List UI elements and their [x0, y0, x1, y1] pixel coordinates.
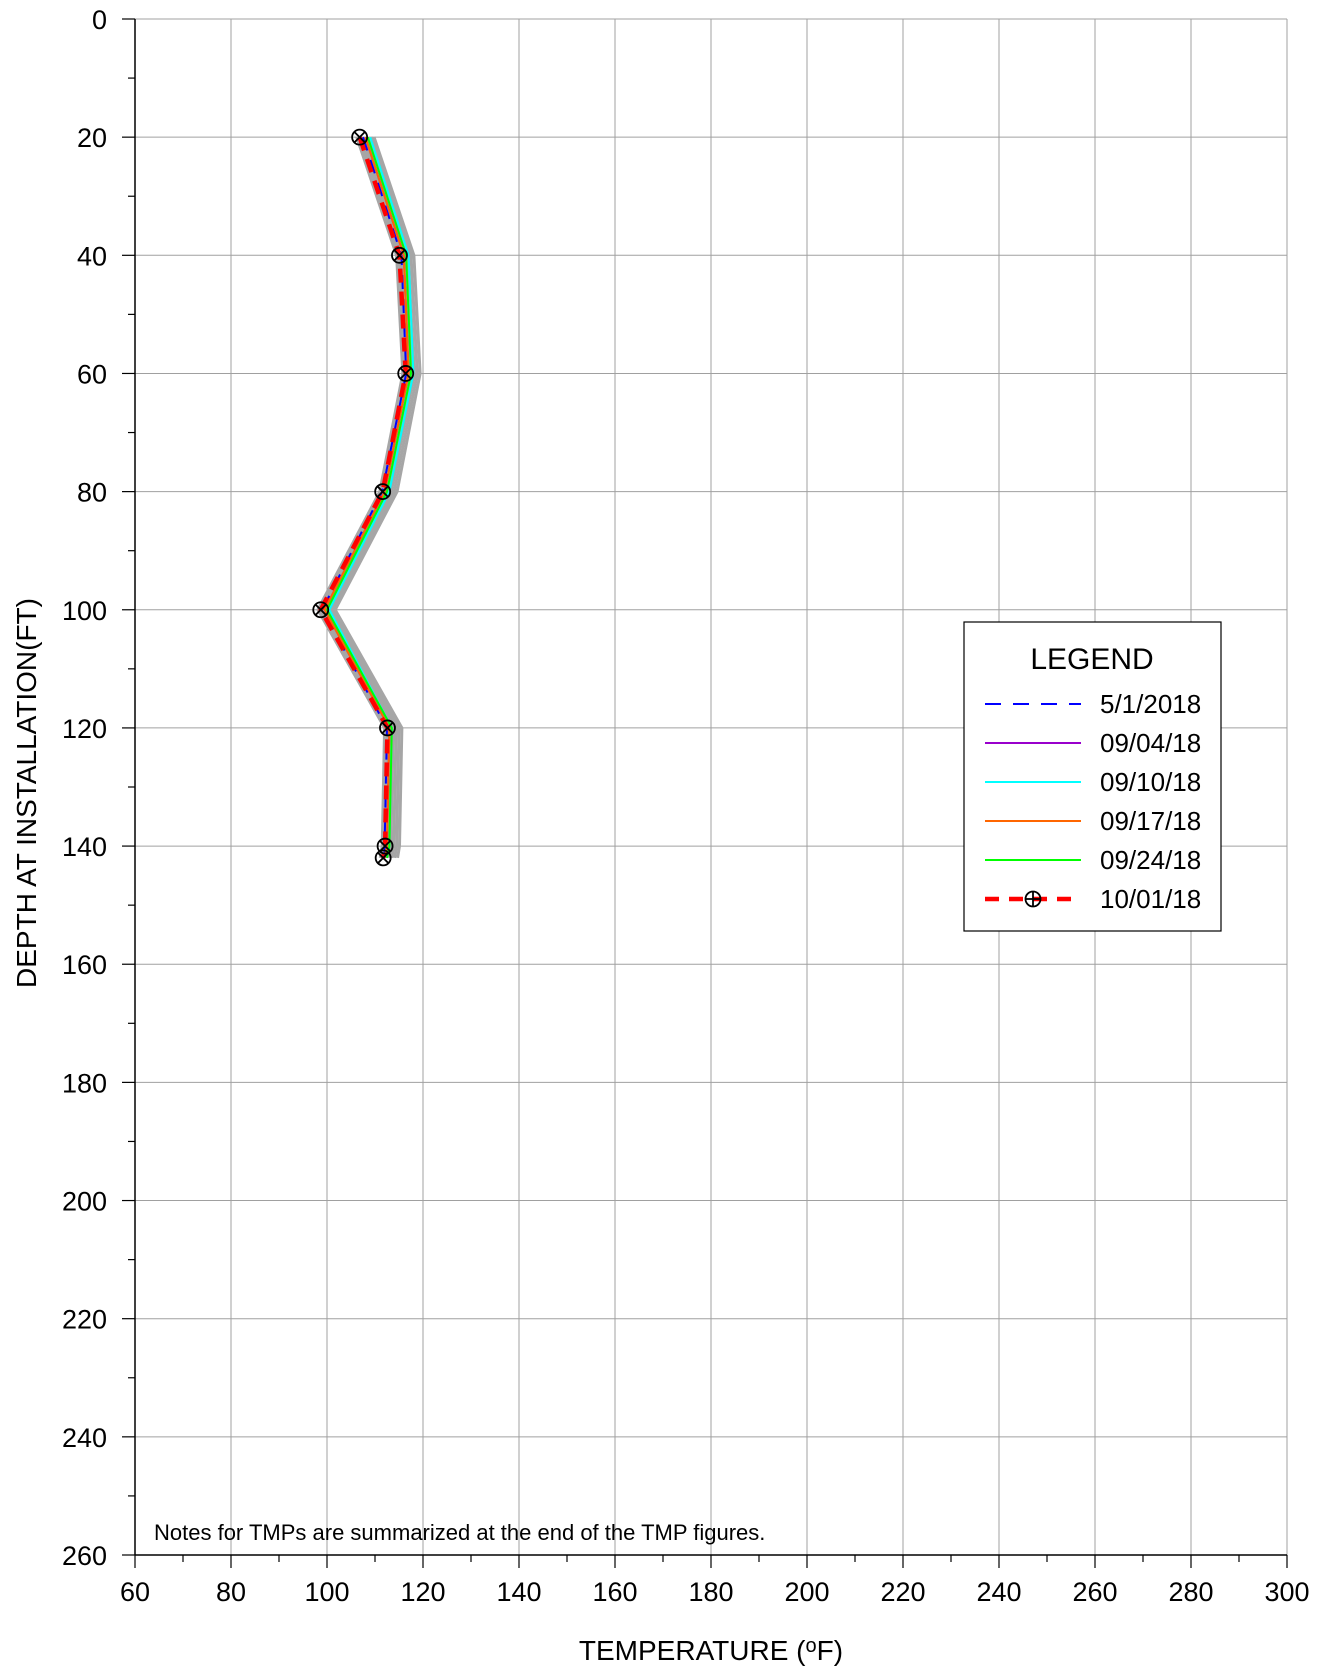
marker-circle [379, 719, 396, 737]
background-series-line [330, 136, 419, 859]
x-tick-label: 260 [1072, 1577, 1117, 1607]
marker-circle [312, 601, 330, 619]
data-point-marker [374, 483, 392, 501]
background-series-line [316, 136, 405, 859]
x-tick-label: 220 [880, 1577, 925, 1607]
legend-label-1: 5/1/2018 [1100, 689, 1201, 719]
ticks [122, 18, 1288, 1568]
legend-box [963, 621, 1222, 932]
marker-cross [393, 249, 406, 262]
legend-label-3: 09/10/18 [1100, 767, 1201, 797]
y-tick-labels: 0 20 40 60 80 100 120 140 160 180 200 220 240 260 [62, 5, 107, 1571]
y-tick-label: 120 [62, 714, 107, 744]
x-tick-label: 280 [1168, 1577, 1213, 1607]
x-tick-labels: 60 80 100 120 140 160 180 200 220 240 260 280 300 [120, 1577, 1310, 1607]
marker-circle [374, 483, 392, 501]
marker-cross [353, 131, 366, 144]
marker-circle [397, 365, 415, 382]
background-series-line [333, 136, 422, 859]
x-tick-label: 180 [688, 1577, 733, 1607]
x-tick-label: 100 [304, 1577, 349, 1607]
legend-label-5: 09/24/18 [1100, 845, 1201, 875]
chart-note: Notes for TMPs are summarized at the end… [154, 1520, 765, 1545]
y-tick-label: 220 [62, 1305, 107, 1335]
marker-cross [376, 485, 389, 498]
data-point-marker [374, 849, 392, 867]
legend-label-6: 10/01/18 [1100, 884, 1201, 914]
y-tick-label: 160 [62, 950, 107, 980]
legend-label-4: 09/17/18 [1100, 806, 1201, 836]
series-line-6 [318, 136, 408, 859]
marker-cross [379, 840, 392, 853]
series-markers [312, 128, 415, 867]
legend-marker [1024, 890, 1042, 908]
series-lines [318, 136, 415, 859]
legend-label-2: 09/04/18 [1100, 728, 1201, 758]
data-point-marker [397, 365, 415, 382]
y-tick-label: 0 [92, 5, 107, 35]
marker-cross [381, 721, 394, 734]
series-line-1 [321, 136, 408, 858]
x-tick-label: 120 [400, 1577, 445, 1607]
x-tick-label: 160 [592, 1577, 637, 1607]
y-tick-label: 20 [77, 123, 107, 153]
y-tick-label: 40 [77, 241, 107, 271]
x-tick-label: 300 [1264, 1577, 1309, 1607]
x-tick-label: 240 [976, 1577, 1021, 1607]
y-tick-label: 260 [62, 1541, 107, 1571]
data-point-marker [376, 837, 394, 855]
legend-title: LEGEND [1030, 643, 1153, 676]
marker-cross [399, 367, 412, 380]
data-point-marker [379, 719, 396, 737]
marker-cross [314, 603, 327, 616]
y-tick-label: 100 [62, 596, 107, 626]
marker-circle [351, 128, 369, 146]
marker-cross [377, 851, 390, 864]
y-tick-label: 200 [62, 1187, 107, 1217]
legend: LEGEND 5/1/2018 09/04/18 09/10/18 09/17/18 0… [963, 621, 1222, 932]
y-tick-label: 80 [77, 478, 107, 508]
x-tick-label: 80 [216, 1577, 246, 1607]
y-tick-label: 140 [62, 832, 107, 862]
x-axis-unit-superscript: o [806, 1635, 817, 1657]
series-line-5 [325, 136, 413, 859]
data-point-marker [351, 128, 369, 146]
y-tick-label: 60 [77, 359, 107, 389]
marker-circle [391, 246, 408, 264]
x-tick-label: 200 [784, 1577, 829, 1607]
data-point-marker [391, 246, 408, 264]
series-line-4 [323, 136, 410, 859]
data-point-marker [312, 601, 330, 619]
x-tick-label: 140 [496, 1577, 541, 1607]
marker-circle [376, 837, 394, 855]
x-tick-label: 60 [120, 1577, 150, 1607]
marker-circle [374, 849, 392, 867]
grid [134, 18, 1288, 1556]
x-axis-title: TEMPERATURE (oF) [579, 1635, 843, 1666]
y-tick-label: 240 [62, 1423, 107, 1453]
y-tick-label: 180 [62, 1068, 107, 1098]
x-axis-unit: F) [817, 1635, 843, 1666]
y-axis-title: DEPTH AT INSTALLATION(FT) [11, 598, 42, 988]
